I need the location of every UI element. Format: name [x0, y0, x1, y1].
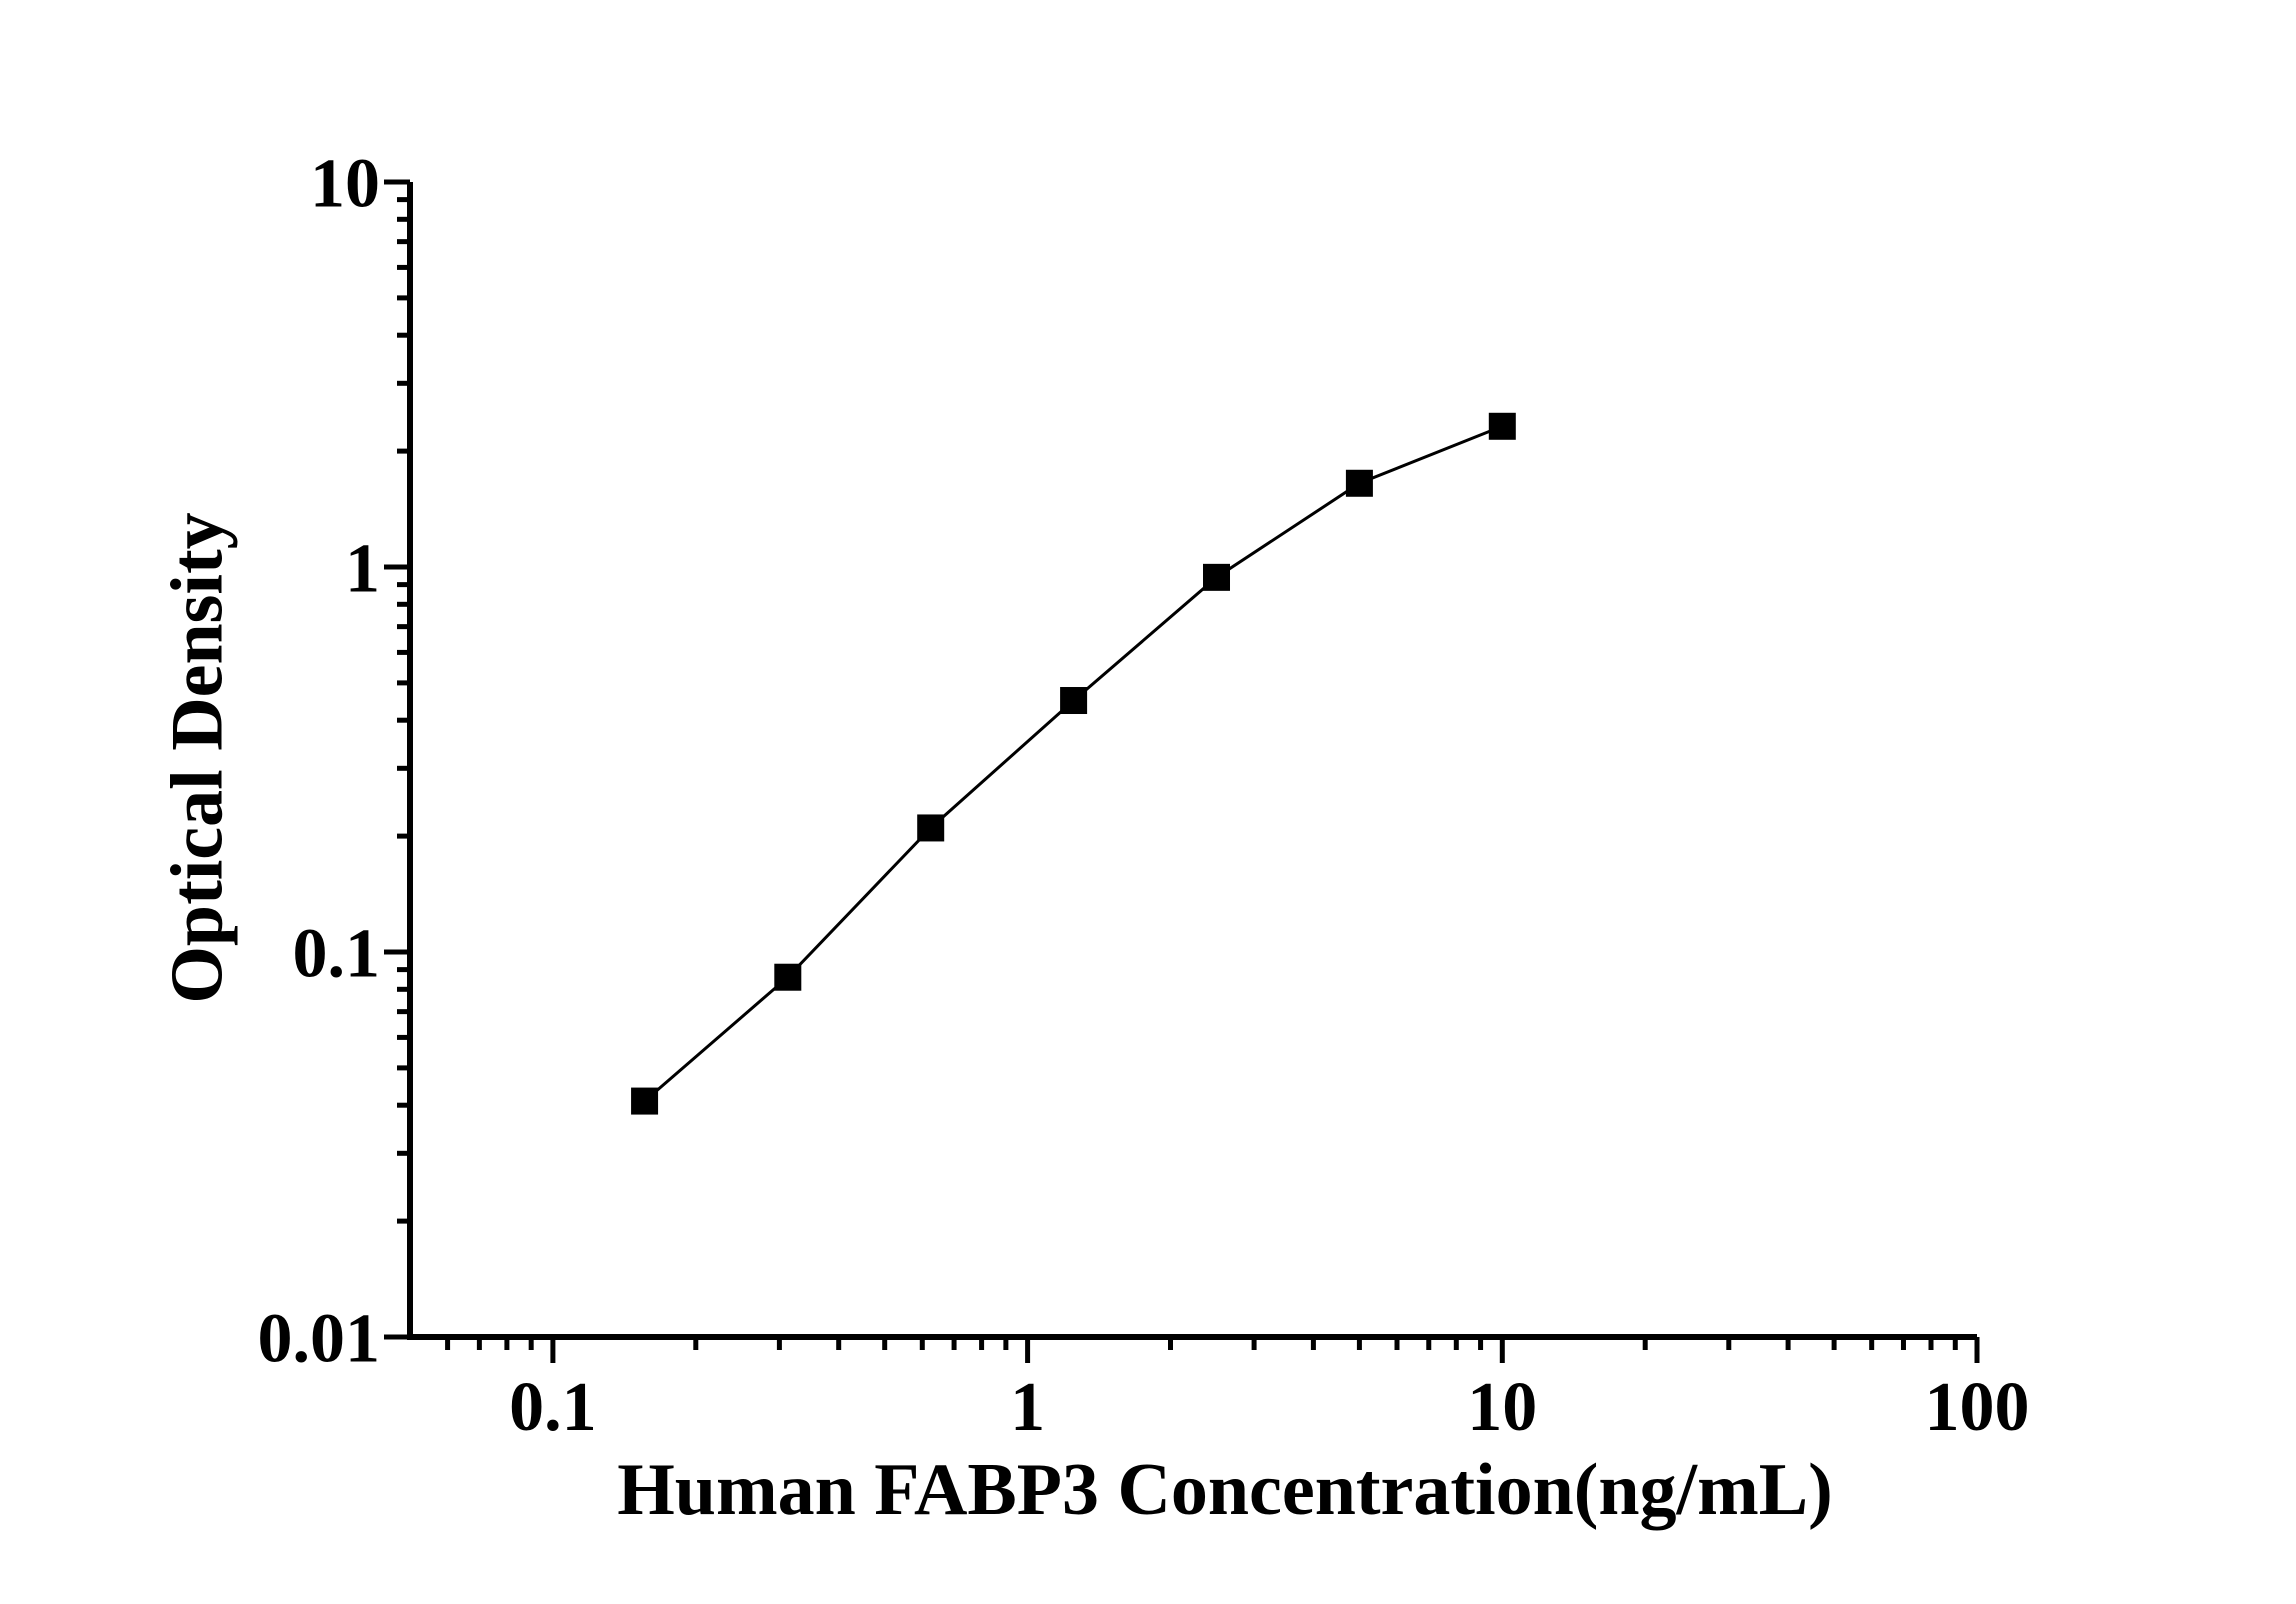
data-point-x-0.156: [631, 1087, 659, 1115]
axes-spines: [407, 182, 1977, 1340]
data-point-x-0.3125: [774, 963, 802, 991]
x-axis-title: Human FABP3 Concentration(ng/mL): [617, 1449, 1833, 1531]
y-tick-label-0.01: 0.01: [258, 1301, 381, 1378]
data-point-x-10: [1488, 412, 1516, 440]
data-point-x-0.625: [917, 814, 945, 842]
x-tick-label-100: 100: [1925, 1369, 2030, 1446]
data-point-x-5: [1345, 469, 1373, 497]
data-point-x-2.5: [1203, 563, 1231, 591]
x-tick-label-10: 10: [1467, 1369, 1537, 1446]
x-tick-label-0.1: 0.1: [509, 1369, 597, 1446]
x-tick-label-1: 1: [1010, 1369, 1045, 1446]
y-axis-title: Optical Density: [156, 512, 239, 1004]
y-tick-label-10: 10: [310, 146, 380, 223]
data-point-x-1.25: [1060, 687, 1088, 715]
curve-line-standard-curve: [643, 424, 1503, 1103]
y-tick-label-1: 1: [345, 531, 380, 608]
y-tick-label-0.1: 0.1: [293, 916, 381, 993]
